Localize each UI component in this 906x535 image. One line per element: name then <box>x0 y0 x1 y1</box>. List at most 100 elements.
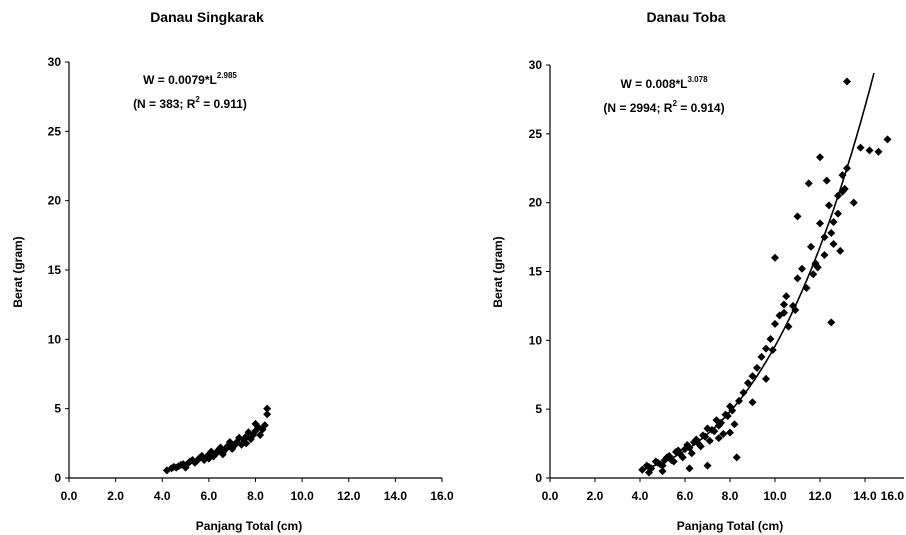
data-point <box>739 388 748 397</box>
data-point <box>766 334 775 343</box>
x-tick-label: 16.0 <box>881 489 905 503</box>
y-axis-label: Berat (gram) <box>491 236 505 307</box>
y-tick-label: 0 <box>54 471 61 485</box>
data-point <box>748 372 757 381</box>
data-point <box>726 428 734 437</box>
x-tick-label: 8.0 <box>247 489 264 503</box>
chart-danau-toba: Danau Toba Berat (gram) Panjang Total (c… <box>491 9 905 533</box>
x-tick-label: 12.0 <box>808 489 832 503</box>
data-point <box>753 363 761 372</box>
y-tick-label: 25 <box>529 127 543 141</box>
data-point <box>771 319 779 328</box>
data-point <box>874 147 883 156</box>
data-point <box>218 450 227 459</box>
data-point <box>719 429 728 438</box>
data-point <box>843 77 851 86</box>
data-point <box>816 219 824 228</box>
data-point <box>645 462 653 471</box>
stats-line: (N = 383; R2 = 0.911) <box>133 95 247 111</box>
x-tick-label: 4.0 <box>154 489 171 503</box>
data-point <box>822 176 831 185</box>
y-tick-label: 10 <box>529 333 543 347</box>
data-point <box>748 398 757 407</box>
data-point <box>836 246 845 255</box>
x-tick-label: 14.0 <box>853 489 877 503</box>
data-point <box>829 239 838 248</box>
data-point <box>820 250 829 259</box>
data-point <box>829 217 838 226</box>
data-point <box>768 345 777 354</box>
data-point <box>242 439 251 448</box>
x-tick-label: 6.0 <box>677 489 694 503</box>
data-point <box>793 274 802 283</box>
x-tick-label: 10.0 <box>290 489 314 503</box>
x-axis-label: Panjang Total (cm) <box>196 519 302 533</box>
data-point <box>638 465 647 474</box>
y-tick-label: 5 <box>535 402 542 416</box>
stats-line: (N = 2994; R2 = 0.914) <box>603 99 724 115</box>
data-point <box>193 456 202 465</box>
data-point <box>865 146 874 155</box>
data-point <box>791 306 800 315</box>
y-tick-label: 30 <box>48 55 62 69</box>
data-point <box>843 164 851 173</box>
equation-line: W = 0.0079*L2.985 <box>143 71 237 87</box>
data-point <box>263 404 272 413</box>
y-tick-label: 0 <box>535 471 542 485</box>
x-tick-label: 10.0 <box>763 489 787 503</box>
data-point <box>856 143 865 152</box>
data-point <box>694 439 703 448</box>
x-tick-label: 14.0 <box>384 489 408 503</box>
data-point <box>825 201 833 210</box>
data-point <box>699 431 707 440</box>
data-point <box>685 464 694 473</box>
x-tick-label: 0.0 <box>542 489 559 503</box>
data-point <box>802 284 811 293</box>
data-point <box>721 410 730 419</box>
data-point <box>827 228 836 237</box>
fit-curve <box>639 72 875 471</box>
x-tick-label: 2.0 <box>587 489 604 503</box>
data-point <box>228 443 237 452</box>
y-tick-label: 25 <box>48 124 62 138</box>
data-point <box>712 416 721 425</box>
chart-title: Danau Toba <box>646 9 725 25</box>
chart-title: Danau Singkarak <box>150 9 264 25</box>
data-point <box>730 420 739 429</box>
y-tick-label: 30 <box>529 58 543 72</box>
x-tick-label: 6.0 <box>201 489 218 503</box>
y-tick-label: 15 <box>529 265 543 279</box>
data-point <box>834 191 842 200</box>
data-point <box>834 209 842 218</box>
data-point <box>780 308 788 317</box>
data-point <box>714 434 723 443</box>
data-point <box>667 456 676 465</box>
data-point <box>827 318 836 327</box>
data-point <box>762 374 770 383</box>
data-point <box>849 198 858 207</box>
data-point <box>174 462 183 471</box>
data-point <box>798 264 806 273</box>
data-point <box>820 233 829 242</box>
data-point <box>838 171 847 180</box>
x-tick-label: 12.0 <box>337 489 361 503</box>
data-point <box>784 322 793 331</box>
data-point <box>807 242 815 251</box>
data-point <box>703 461 712 470</box>
data-point <box>804 179 813 188</box>
y-tick-label: 5 <box>54 402 61 416</box>
data-point <box>744 379 752 388</box>
data-point <box>809 270 818 279</box>
x-tick-label: 8.0 <box>722 489 739 503</box>
x-axis-label: Panjang Total (cm) <box>677 519 783 533</box>
x-tick-label: 4.0 <box>632 489 649 503</box>
x-tick-label: 2.0 <box>107 489 124 503</box>
data-point <box>251 419 260 428</box>
data-point <box>771 253 779 262</box>
data-point <box>211 449 220 458</box>
y-tick-label: 20 <box>529 196 543 210</box>
data-point <box>645 468 653 477</box>
data-point <box>813 263 822 272</box>
data-point <box>816 153 824 162</box>
